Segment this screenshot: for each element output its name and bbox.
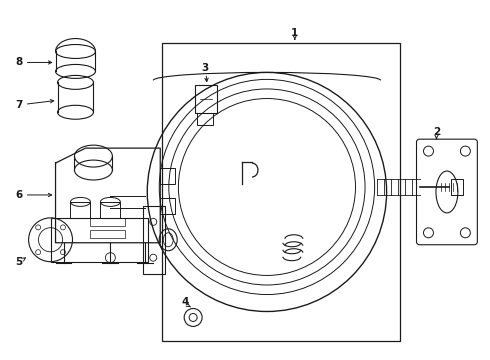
Bar [71, 202, 91, 218]
Bar [162, 42, 399, 341]
Text: 1: 1 [291, 28, 298, 37]
Bar [50, 218, 148, 262]
Text: 6: 6 [15, 190, 22, 200]
Text: 2: 2 [433, 127, 440, 137]
Bar [91, 230, 125, 238]
Text: 4: 4 [181, 297, 189, 306]
Bar [160, 168, 175, 184]
Bar [197, 113, 213, 125]
Bar [195, 85, 217, 113]
Bar [91, 218, 125, 226]
Text: 8: 8 [15, 58, 22, 67]
Text: 7: 7 [15, 100, 23, 110]
Text: 5: 5 [15, 257, 22, 267]
Bar [160, 198, 175, 214]
Bar [143, 206, 165, 274]
Bar [451, 179, 464, 195]
Bar [100, 202, 121, 218]
Text: 3: 3 [201, 63, 209, 73]
